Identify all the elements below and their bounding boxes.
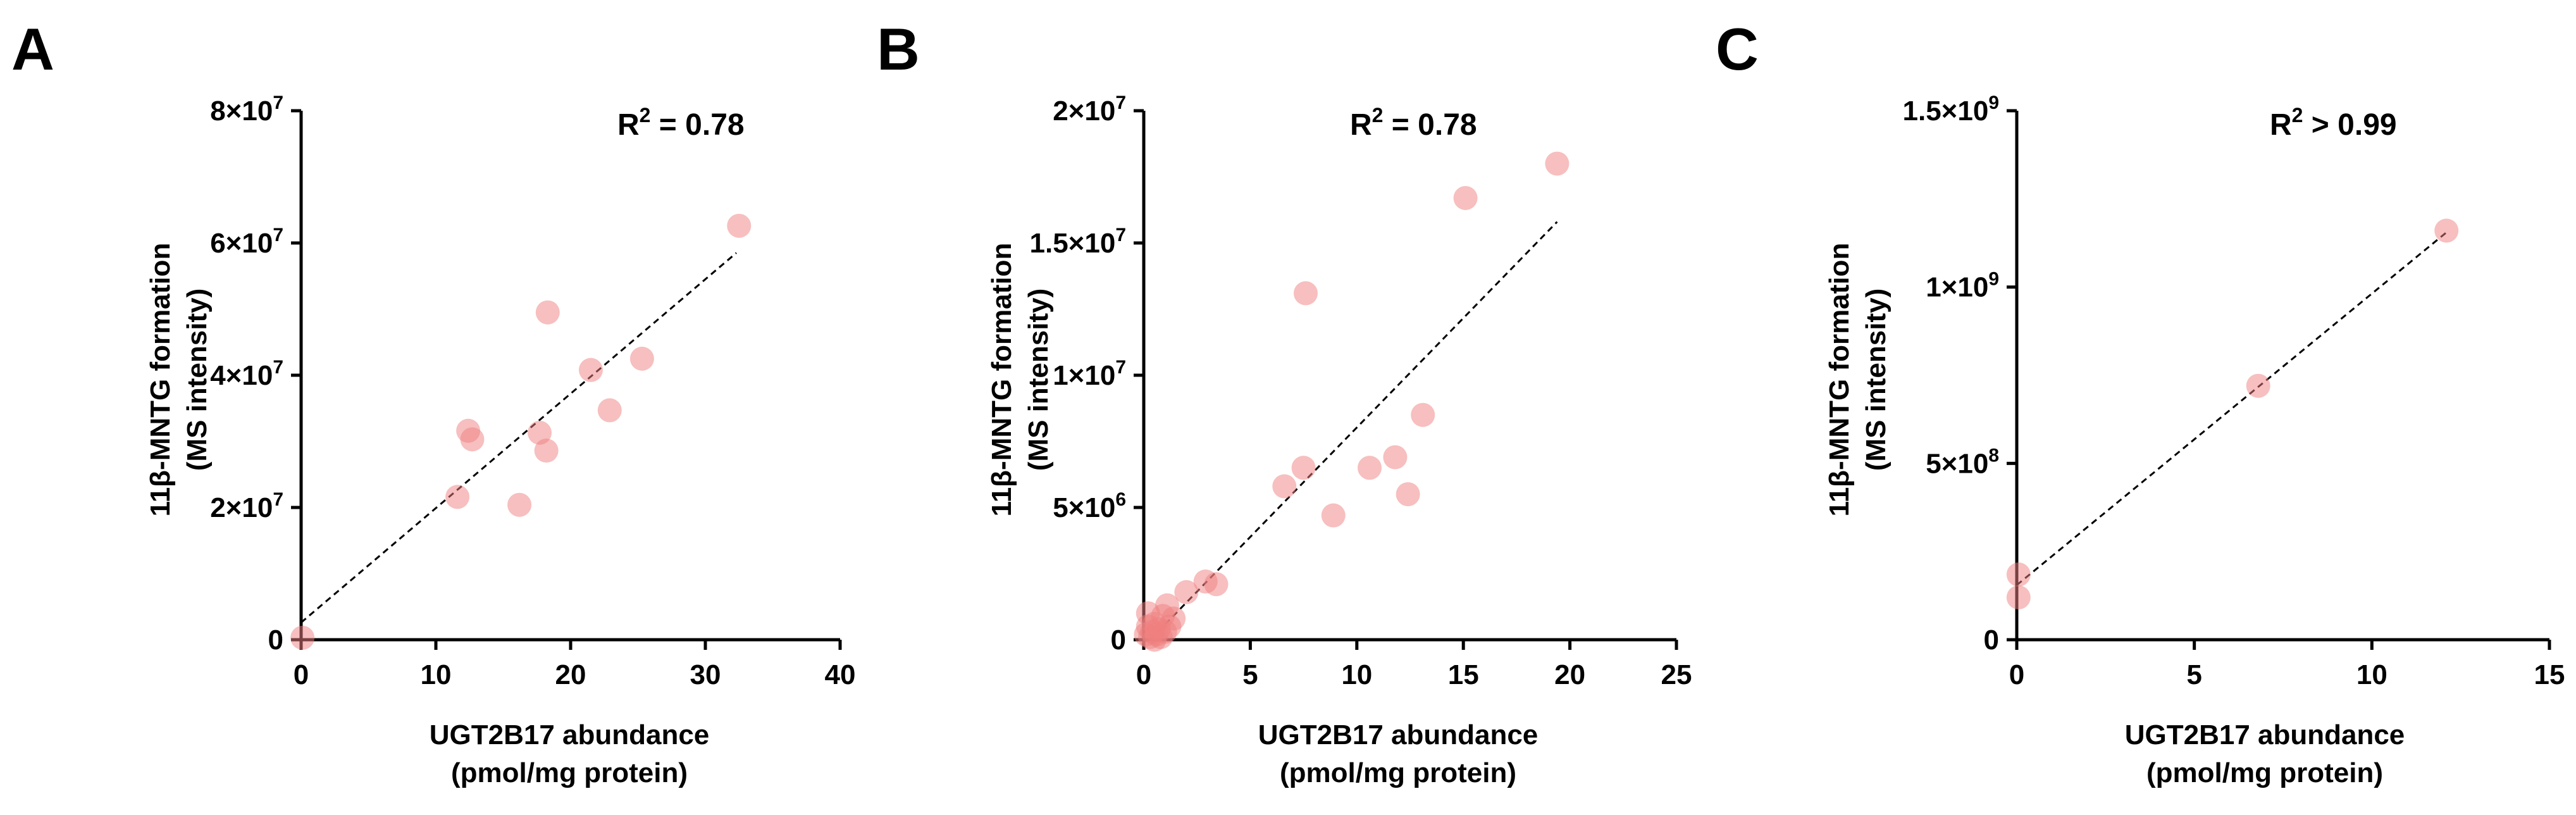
data-point [507, 492, 532, 517]
y-axis-title-line1: 11β-MNTG formation [986, 243, 1017, 517]
regression-line [300, 252, 737, 623]
x-tick-label: 10 [2356, 659, 2387, 690]
y-tick-label: 0 [1111, 625, 1126, 656]
r-squared-annotation: R2 > 0.99 [2270, 104, 2397, 142]
x-axis-title-line1: UGT2B17 abundance [430, 719, 710, 750]
x-tick-label: 25 [1661, 659, 1692, 690]
data-point [1321, 503, 1346, 528]
data-point [2006, 585, 2031, 610]
x-axis-title-line1: UGT2B17 abundance [1258, 719, 1539, 750]
data-point [1358, 456, 1382, 480]
x-tick-label: 20 [1554, 659, 1585, 690]
y-tick-label: 1×107 [1053, 357, 1126, 391]
y-tick-label: 0 [1984, 625, 1999, 656]
panel-b: B 11β-MNTG formation (MS intensity) UGT2… [877, 16, 1692, 788]
data-point [727, 213, 752, 238]
y-tick-label: 4×107 [210, 357, 283, 391]
data-point [1204, 572, 1229, 597]
panel-letter: C [1716, 16, 1759, 82]
x-tick-label: 15 [1448, 659, 1479, 690]
data-point [597, 398, 622, 423]
regression-line [1149, 221, 1558, 641]
data-point [578, 358, 603, 382]
y-tick-label: 1.5×109 [1903, 92, 2000, 127]
y-axis-title-line2: (MS intensity) [1023, 289, 1054, 471]
data-point [1453, 185, 1478, 210]
r-squared-annotation: R2 = 0.78 [617, 104, 745, 142]
y-tick-label: 1×109 [1926, 269, 1999, 303]
x-tick-label: 0 [1136, 659, 1151, 690]
x-tick-label: 30 [690, 659, 721, 690]
panel-a: A 11β-MNTG formation (MS intensity) UGT2… [11, 16, 855, 788]
data-point [460, 427, 485, 452]
x-tick-label: 20 [555, 659, 586, 690]
x-tick-label: 10 [1341, 659, 1372, 690]
panel-letter: A [11, 16, 54, 82]
y-tick-label: 6×107 [210, 225, 283, 259]
x-tick-label: 0 [2009, 659, 2024, 690]
y-axis-title-line2: (MS intensity) [1861, 289, 1892, 471]
y-tick-label: 5×108 [1926, 445, 1999, 479]
r-squared-annotation: R2 = 0.78 [1350, 104, 1477, 142]
y-axis-title-line1: 11β-MNTG formation [145, 243, 176, 517]
data-point [1383, 445, 1408, 470]
data-point [1291, 456, 1316, 480]
x-axis-title-line2: (pmol/mg protein) [451, 757, 688, 788]
regression-line [2016, 232, 2448, 586]
data-point [1174, 580, 1199, 604]
x-axis-title-line2: (pmol/mg protein) [2146, 757, 2383, 788]
data-point [2246, 373, 2270, 398]
data-point [1293, 281, 1318, 306]
y-axis-title: 11β-MNTG formation (MS intensity) [1824, 243, 1892, 517]
data-point [290, 625, 315, 650]
y-axis-title-line1: 11β-MNTG formation [1824, 243, 1855, 517]
x-tick-label: 40 [825, 659, 856, 690]
data-point [2006, 562, 2031, 587]
x-tick-label: 15 [2534, 659, 2565, 690]
y-tick-label: 5×106 [1053, 489, 1126, 523]
panel-c: C 11β-MNTG formation (MS intensity) UGT2… [1716, 16, 2565, 788]
x-tick-label: 10 [421, 659, 452, 690]
data-point [1411, 402, 1435, 427]
data-point [445, 485, 470, 509]
data-point [1396, 482, 1420, 507]
y-tick-label: 2×107 [210, 489, 283, 523]
data-point [629, 346, 654, 371]
y-tick-label: 2×107 [1053, 92, 1126, 127]
y-axis-title: 11β-MNTG formation (MS intensity) [986, 243, 1054, 517]
y-tick-label: 8×107 [210, 92, 283, 127]
x-axis-title-line1: UGT2B17 abundance [2125, 719, 2405, 750]
x-tick-label: 0 [294, 659, 309, 690]
data-point [2434, 218, 2459, 243]
data-point [1545, 151, 1570, 176]
x-tick-label: 5 [2186, 659, 2201, 690]
x-axis-title-line2: (pmol/mg protein) [1280, 757, 1516, 788]
y-axis-title-line2: (MS intensity) [182, 289, 213, 471]
y-tick-label: 1.5×107 [1030, 225, 1127, 259]
data-point [534, 439, 559, 463]
data-point [535, 300, 560, 325]
panel-letter: B [877, 16, 920, 82]
y-tick-label: 0 [268, 625, 283, 656]
axes [2015, 111, 2549, 642]
axes [299, 111, 840, 642]
axes [1142, 111, 1676, 642]
y-axis-title: 11β-MNTG formation (MS intensity) [145, 243, 213, 517]
data-point [1161, 606, 1186, 631]
x-tick-label: 5 [1242, 659, 1258, 690]
data-point [1272, 474, 1297, 499]
